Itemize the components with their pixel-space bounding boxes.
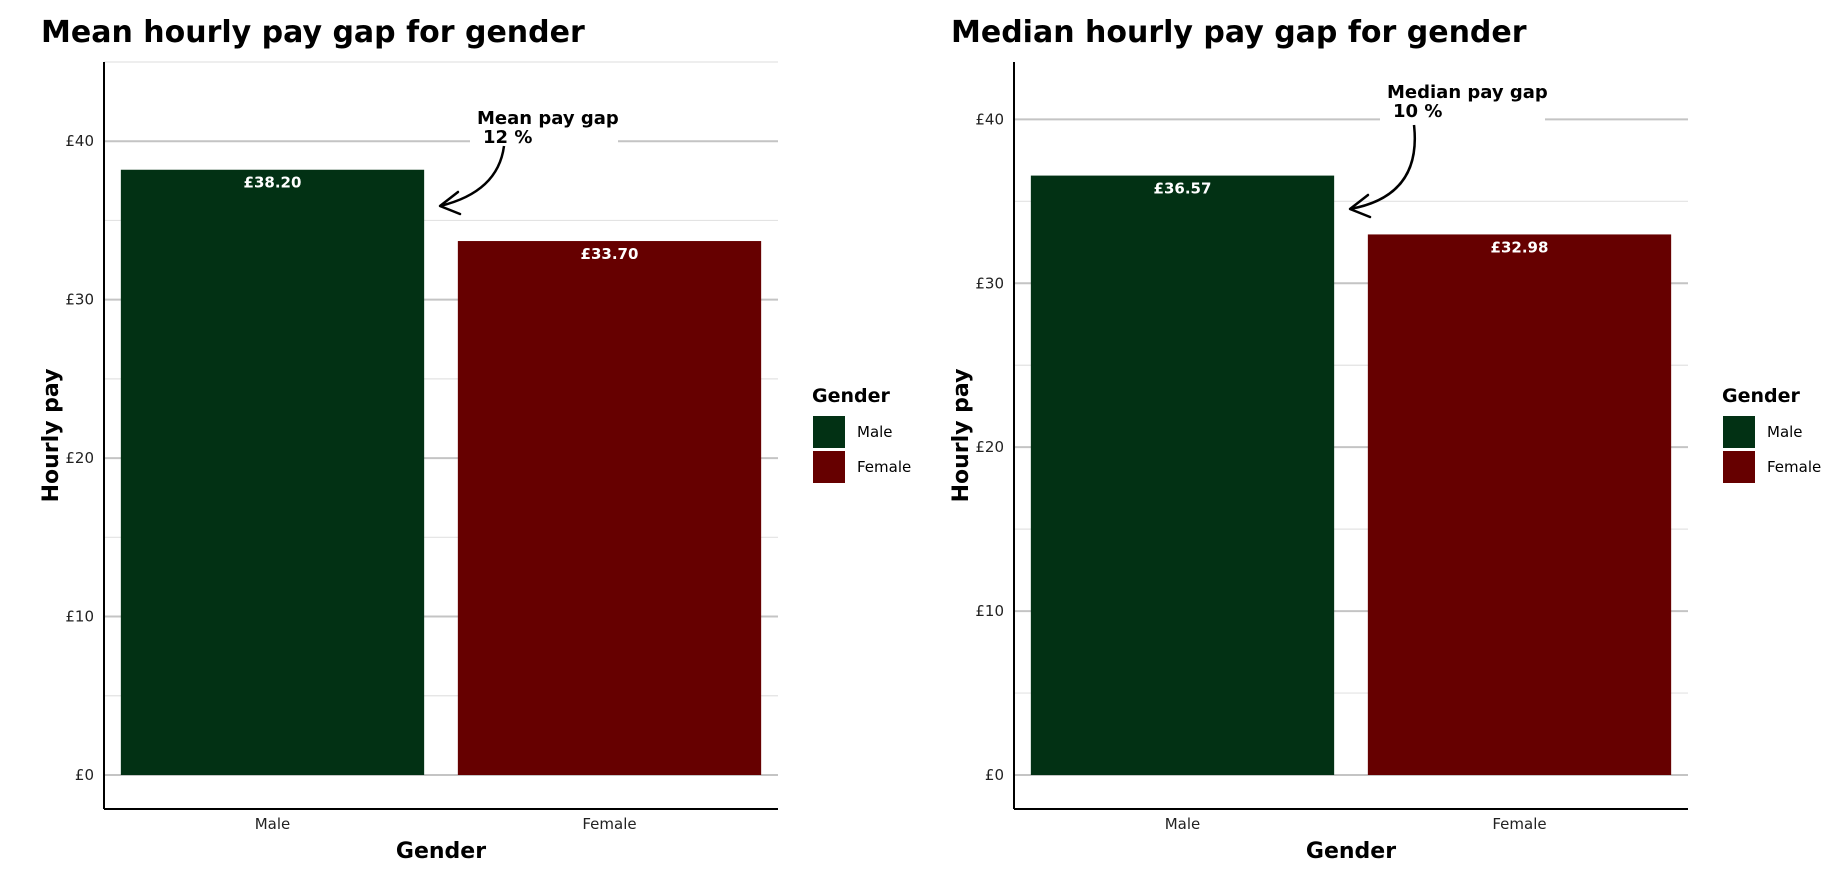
annotation-arrow (439, 145, 506, 208)
legend-swatch-female (1723, 451, 1755, 483)
y-axis-title: Hourly pay (949, 369, 974, 503)
annotation-title: Mean pay gap (477, 108, 619, 129)
y-tick-label: £40 (65, 132, 94, 150)
x-tick-label: Female (582, 815, 636, 833)
x-tick-label: Male (1165, 815, 1201, 833)
y-tick-label: £20 (65, 449, 94, 467)
y-tick-label: £20 (975, 438, 1004, 456)
annotation-background (470, 132, 618, 154)
legend-label: Female (1767, 458, 1821, 476)
chart-title: Median hourly pay gap for gender (951, 15, 1527, 50)
y-tick-label: £10 (975, 602, 1004, 620)
annotation-title: Median pay gap (1387, 82, 1548, 103)
bar-value-label: £32.98 (1491, 238, 1549, 256)
y-tick-label: £30 (65, 291, 94, 309)
annotation-value: 12 % (483, 127, 532, 148)
median-pay-chart: Median hourly pay gap for gender £0 £10 £20… (949, 15, 1821, 864)
annotation-background (1380, 112, 1545, 134)
y-tick-label: £30 (975, 274, 1004, 292)
annotation-arrowhead (1348, 193, 1372, 219)
annotation-arrowhead (438, 190, 462, 216)
x-axis-title: Gender (1306, 839, 1396, 864)
annotation-value: 10 % (1393, 101, 1442, 122)
legend-swatch-male (1723, 416, 1755, 448)
legend-label: Male (1767, 423, 1803, 441)
bar-value-label: £36.57 (1154, 180, 1212, 198)
legend-label: Female (857, 458, 911, 476)
mean-pay-chart: Mean hourly pay gap for gender £0 £10 £20 £3… (39, 15, 911, 864)
x-tick-label: Male (255, 815, 291, 833)
y-tick-label: £0 (985, 766, 1004, 784)
legend-swatch-male (813, 416, 845, 448)
bar-male (120, 169, 425, 776)
bar-male (1030, 175, 1335, 776)
chart-title: Mean hourly pay gap for gender (41, 15, 585, 50)
legend-swatch-female (813, 451, 845, 483)
bar-value-label: £38.20 (244, 174, 302, 192)
x-tick-label: Female (1492, 815, 1546, 833)
bar-value-label: £33.70 (581, 245, 639, 263)
y-tick-label: £0 (75, 766, 94, 784)
annotation-arrow (1349, 124, 1417, 211)
bar-female (1367, 234, 1672, 775)
legend-title: Gender (1722, 385, 1800, 407)
y-tick-label: £40 (975, 110, 1004, 128)
legend-label: Male (857, 423, 893, 441)
y-tick-label: £10 (65, 608, 94, 626)
legend-title: Gender (812, 385, 890, 407)
bar-female (457, 241, 762, 775)
x-axis-title: Gender (396, 839, 486, 864)
y-axis-title: Hourly pay (39, 369, 64, 503)
